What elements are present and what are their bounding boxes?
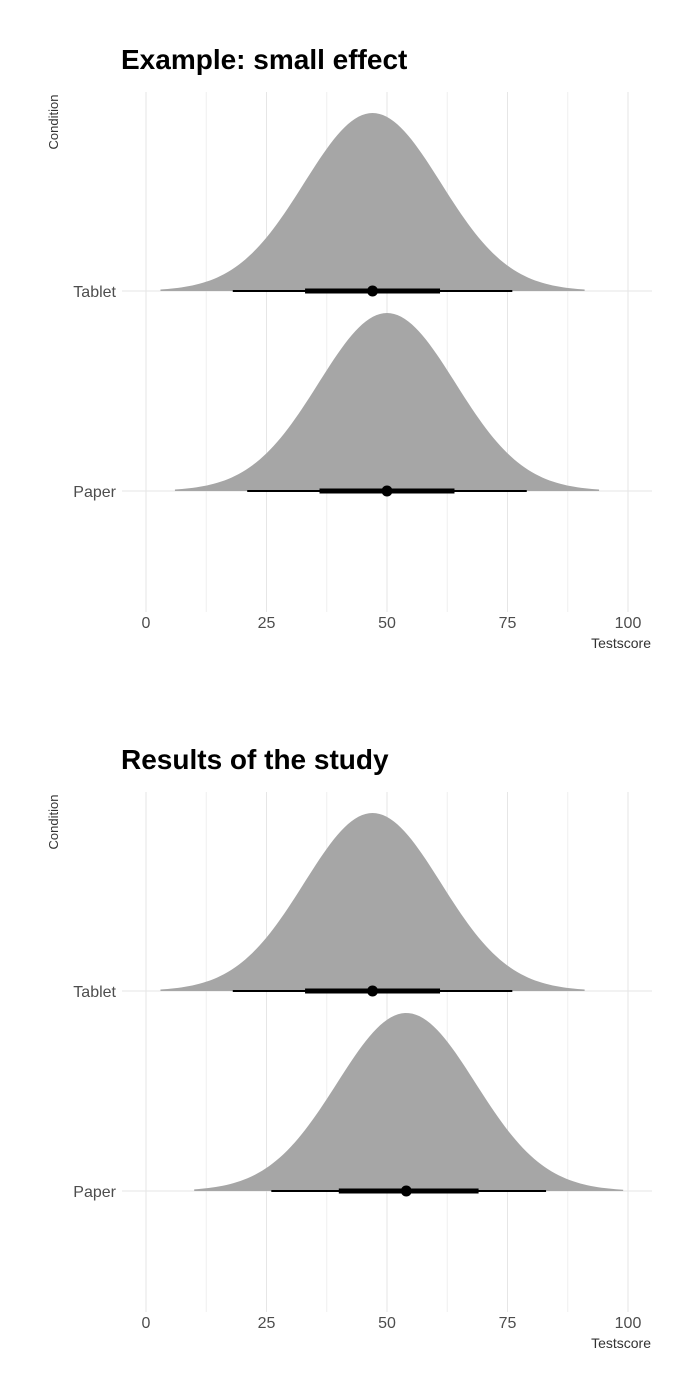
point-estimate-paper <box>400 1185 412 1197</box>
x-tick-label: 50 <box>378 1315 396 1332</box>
density-tablet <box>160 813 585 991</box>
category-labels: Tablet Paper <box>73 284 116 501</box>
x-tick-label: 50 <box>378 615 396 632</box>
x-tick-label: 25 <box>258 615 276 632</box>
distributions <box>160 813 624 1197</box>
x-tick-label: 0 <box>142 1315 151 1332</box>
point-estimate-paper <box>381 485 393 497</box>
chart-title: Example: small effect <box>121 44 407 75</box>
category-label-paper: Paper <box>73 1184 116 1201</box>
density-paper <box>174 313 600 491</box>
chart-panel-results: Results of the study Condition Testscore… <box>46 744 652 1351</box>
point-estimate-tablet <box>367 285 379 297</box>
x-tick-label: 100 <box>615 615 642 632</box>
x-tick-label: 0 <box>142 615 151 632</box>
y-axis-label: Condition <box>46 95 61 150</box>
x-tick-labels: 0 25 50 75 100 <box>142 1315 642 1332</box>
point-estimate-tablet <box>367 985 379 997</box>
density-paper <box>194 1013 624 1191</box>
category-label-tablet: Tablet <box>73 984 116 1001</box>
distributions <box>160 113 600 497</box>
chart-panel-small-effect: Example: small effect Condition Testscor… <box>46 44 652 651</box>
x-tick-label: 75 <box>499 615 517 632</box>
category-label-paper: Paper <box>73 484 116 501</box>
density-tablet <box>160 113 585 291</box>
y-axis-label: Condition <box>46 795 61 850</box>
chart-title: Results of the study <box>121 744 389 775</box>
x-tick-labels: 0 25 50 75 100 <box>142 615 642 632</box>
category-label-tablet: Tablet <box>73 284 116 301</box>
category-labels: Tablet Paper <box>73 984 116 1201</box>
x-axis-label: Testscore <box>591 1335 651 1351</box>
x-axis-label: Testscore <box>591 635 651 651</box>
x-tick-label: 100 <box>615 1315 642 1332</box>
x-tick-label: 25 <box>258 1315 276 1332</box>
x-tick-label: 75 <box>499 1315 517 1332</box>
